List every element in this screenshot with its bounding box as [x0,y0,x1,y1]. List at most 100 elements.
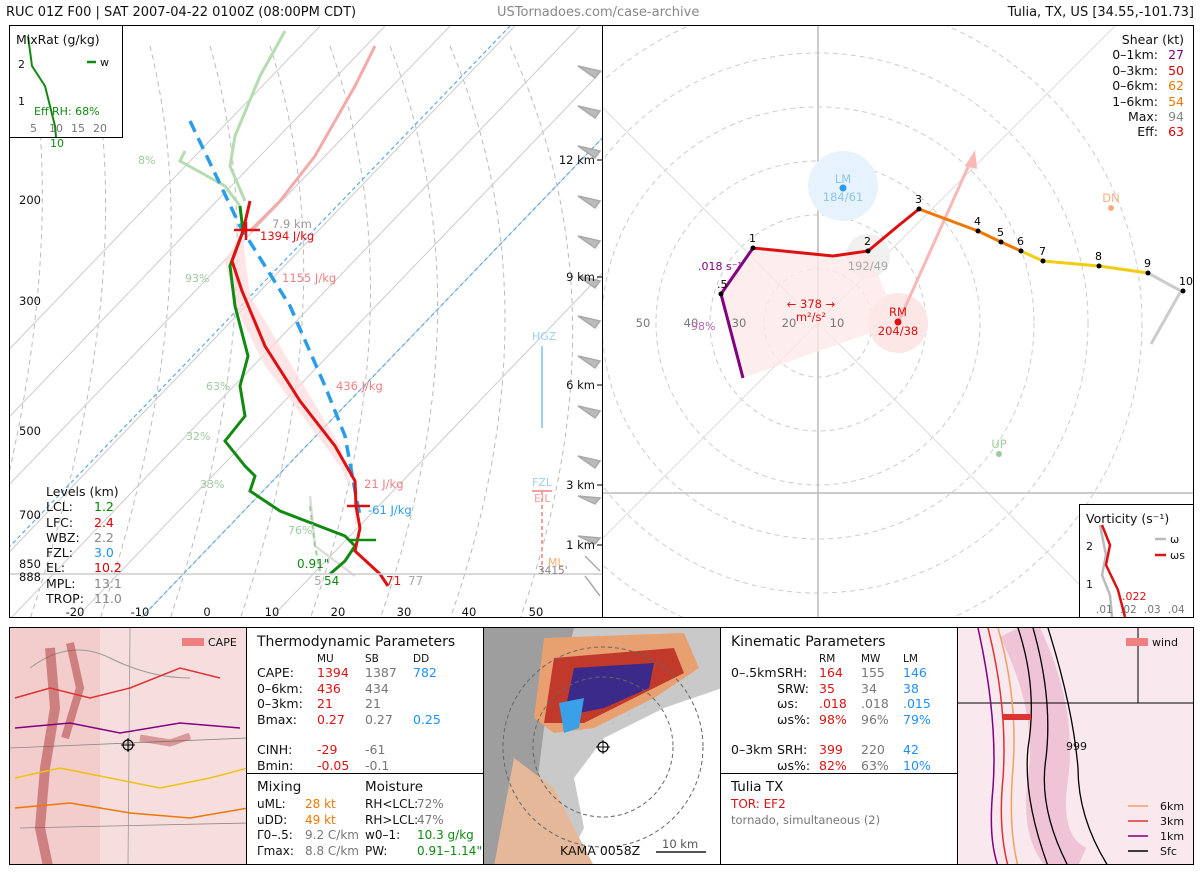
height-ticks [597,159,602,546]
cape-label-lfc: -61 J/kg [368,503,412,517]
kin-value: 146 [903,665,927,680]
kin-row: ωs: .018 .018 .015 [731,696,945,712]
kin-group: 0–.5km [731,665,777,680]
mixing-row: uML: 28 kt [257,797,359,813]
level-row: WBZ: 2.2 [46,530,122,545]
kin-col-header: MW [861,653,881,665]
kin-value: 164 [819,665,843,680]
moisture-label: PW: [365,843,388,858]
level-row: FZL: 3.0 [46,545,122,560]
shear-row: 1–6km: 54 [1112,94,1184,109]
moisture-value: 72% [417,797,444,811]
h-tick: 12 km [559,153,595,167]
vorticity-inset: Vorticity (s⁻¹) ω ωs 2 1 .022 .01 .02 .0… [1079,504,1193,617]
thermo-label: Bmin: [257,757,294,773]
rm-value: 204/38 [878,324,918,338]
hodo-point [1096,263,1102,269]
hodograph-panel: 1 2 3 4 5 6 7 8 9 10 .5 50 40 30 20 10 LM 184/61 1… [602,25,1194,618]
kin-divider [721,773,957,774]
shear-value: 50 [1168,62,1184,78]
thermo-value: -29 [317,742,338,757]
hodo-point-label: 2 [864,235,871,248]
thermo-rows: CAPE: 1394 1387 782 0–6km: 436 434 0–3km: 21 21 Bm… [257,665,461,773]
vorticity-svg: Vorticity (s⁻¹) ω ωs 2 1 .022 .01 .02 .0… [1086,511,1185,617]
thermo-row: CINH: -29 -61 [257,742,461,758]
level-label: EL: [46,560,66,576]
radar-svg: KAMA 0058Z 10 km [484,628,720,864]
hodo-points: 1 2 3 4 56 7 8 9 10 .5 [717,193,1193,297]
h-tick: 6 km [566,378,595,392]
kin-value: .018 [819,696,847,711]
temperature-trace [230,200,390,587]
thermo-row: 0–6km: 436 434 [257,681,461,697]
kin-title: Kinematic Parameters [731,634,886,650]
thermo-value: 782 [413,665,437,680]
shear-row: 0–1km: 27 [1112,47,1184,62]
hodo-point-label: 5 [997,226,1004,239]
hodo-point [1145,270,1151,276]
shear-label: Eff: [1137,124,1158,140]
hodo-point-label: 3 [915,193,922,206]
skewt-svg: 200 300 500 700 850 888 -20 -10 0 10 20 … [10,26,602,618]
pressure-ticks: 200 300 500 700 850 888 [19,193,41,584]
kinematic-panel: Kinematic Parameters RM MW LM 0–.5kmSRH: 16… [720,627,958,865]
wind-map-panel: 999 wind 6km 3km 1km Sfc [957,627,1194,865]
sfc-small: 5 [314,574,322,588]
ring-label: 50 [636,316,651,330]
level-row: EL: 10.2 [46,560,122,575]
sfc-temp: 71 [386,574,401,588]
shear-row: 0–6km: 62 [1112,78,1184,93]
ring-label: 30 [732,316,747,330]
hodo-point-label: 7 [1039,245,1046,258]
lm-label: LM [835,172,851,186]
level-value: 1.2 [94,499,114,515]
vort-val: .022 [1122,590,1147,603]
kin-label: SRH: [777,665,808,680]
mixing-label: Γmax: [257,843,294,858]
event-tor: TOR: EF2 [731,797,786,811]
kin-rows: 0–.5kmSRH: 164 155 146 SRW: 35 34 38 ωs: .018.018… [731,665,945,773]
t-tick: -10 [131,605,150,618]
shear-row: 0–3km: 50 [1112,63,1184,78]
hodo-point [916,206,922,212]
shear-row: Max: 94 [1112,109,1184,124]
level-label: MPL: [46,575,76,591]
level-label: LFC: [46,514,74,530]
thermo-row: CAPE: 1394 1387 782 [257,665,461,681]
level-value: 2.2 [94,529,114,545]
mixrat-title: MixRat (g/kg) [16,32,100,47]
site-link[interactable]: USTornadoes.com/case-archive [497,5,700,20]
wind-level: Sfc [1160,845,1177,858]
header-bar: RUC 01Z F00 | SAT 2007-04-22 0100Z (08:0… [0,0,1200,26]
sfc-theta: 77 [408,574,423,588]
vort-legend: ωs [1170,549,1185,562]
level-label: TROP: [46,591,84,607]
level-label: LCL: [46,499,73,515]
wind-level: 6km [1160,800,1184,813]
level-value: 2.4 [94,514,114,530]
srh-shading [718,248,898,378]
srh-label: ← 378 → [787,297,836,311]
shear-value: 63 [1168,124,1184,140]
wind-station: 999 [1066,740,1087,753]
lm-value: 184/61 [823,190,863,204]
ml-label: ML [548,556,564,569]
sfc-dewpoint: 54 [324,574,339,588]
mixing-label: uDD: [257,812,288,827]
cape-map-legend: CAPE [208,636,237,649]
shear-row: Eff: 63 [1112,124,1184,139]
level-value: 3.0 [94,545,114,561]
kin-label: ωs: [777,696,799,711]
eil-label: EIL [534,492,551,505]
lm-dot [839,184,847,192]
hodo-point-label: 9 [1144,257,1151,270]
pw-label: 0.91" [297,557,329,571]
moisture-value: 47% [417,812,444,827]
radar-panel: KAMA 0058Z 10 km [483,627,721,865]
cape-label: 21 J/kg [364,477,404,491]
hgz-label: HGZ [532,330,557,343]
shear-table: Shear (kt) 0–1km: 27 0–3km: 50 0–6km: 62 1–6km… [1112,32,1184,140]
kin-value: 34 [861,680,877,696]
shear-vector [896,155,975,324]
p-tick: 850 [19,557,41,571]
